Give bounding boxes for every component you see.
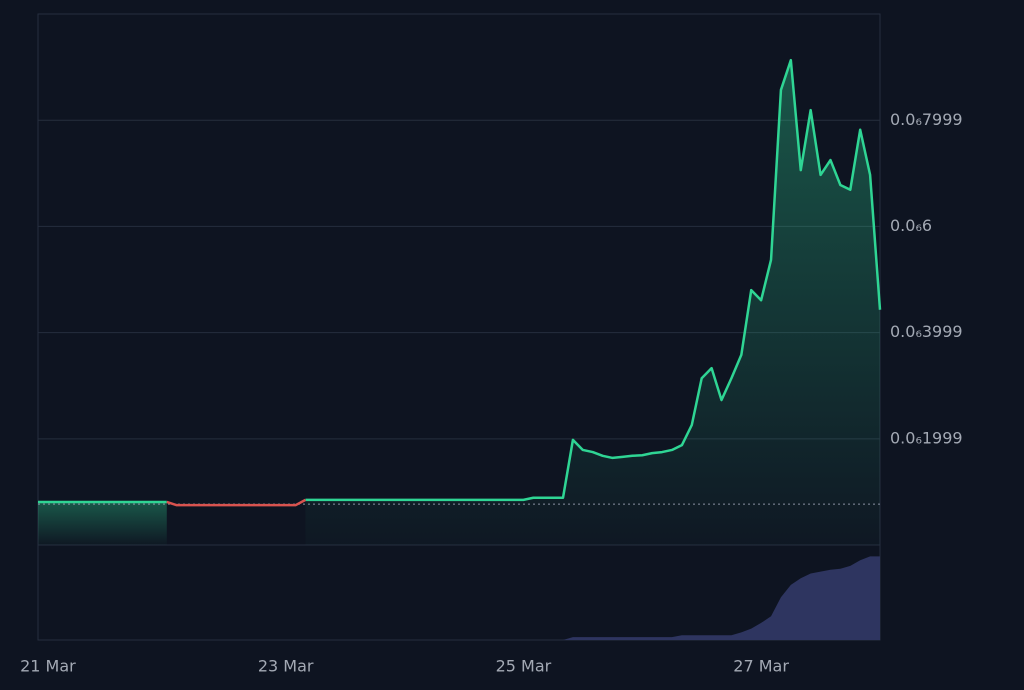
volume-area bbox=[38, 556, 880, 640]
x-tick-label: 27 Mar bbox=[733, 657, 789, 676]
y-tick-label: 0.0₆7999 bbox=[890, 110, 963, 129]
y-tick-label: 0.0₆6 bbox=[890, 216, 932, 235]
price-line bbox=[38, 58, 882, 504]
x-tick-label: 25 Mar bbox=[496, 657, 552, 676]
x-tick-label: 23 Mar bbox=[258, 657, 314, 676]
y-tick-label: 0.0₆1999 bbox=[890, 428, 963, 447]
price-area bbox=[38, 501, 167, 545]
y-tick-label: 0.0₆3999 bbox=[890, 322, 963, 341]
x-tick-label: 21 Mar bbox=[20, 657, 76, 676]
price-area bbox=[305, 60, 880, 546]
price-line bbox=[166, 498, 307, 507]
